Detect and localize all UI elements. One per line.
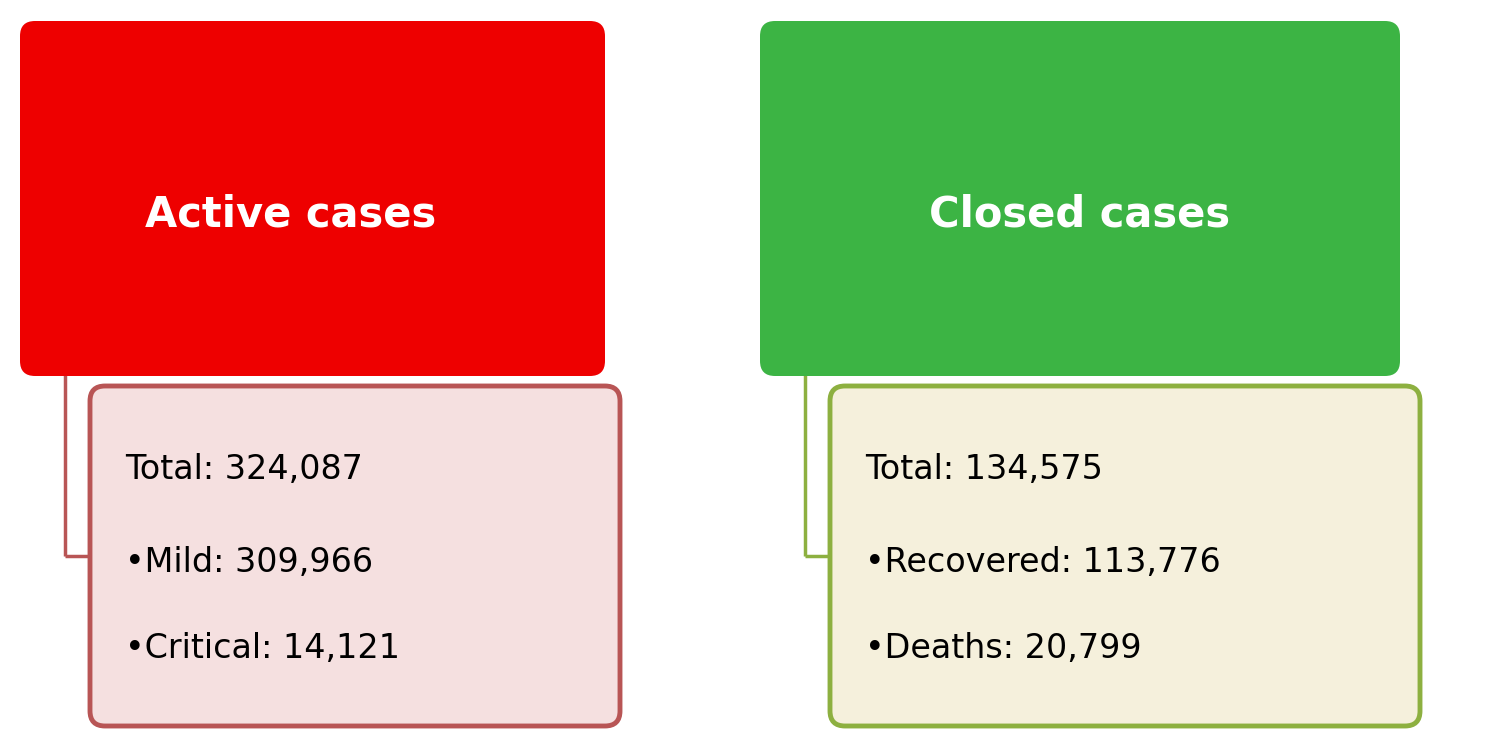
Text: •Deaths: 20,799: •Deaths: 20,799 xyxy=(864,633,1142,665)
Text: Total: 134,575: Total: 134,575 xyxy=(864,453,1103,486)
Text: •Critical: 14,121: •Critical: 14,121 xyxy=(125,633,399,665)
FancyBboxPatch shape xyxy=(760,21,1400,376)
FancyBboxPatch shape xyxy=(830,386,1420,726)
Text: Active cases: Active cases xyxy=(144,194,437,236)
Text: Closed cases: Closed cases xyxy=(930,194,1231,236)
FancyBboxPatch shape xyxy=(91,386,621,726)
Text: Total: 324,087: Total: 324,087 xyxy=(125,453,362,486)
FancyBboxPatch shape xyxy=(19,21,604,376)
Text: •Recovered: 113,776: •Recovered: 113,776 xyxy=(864,546,1221,579)
Text: •Mild: 309,966: •Mild: 309,966 xyxy=(125,546,373,579)
